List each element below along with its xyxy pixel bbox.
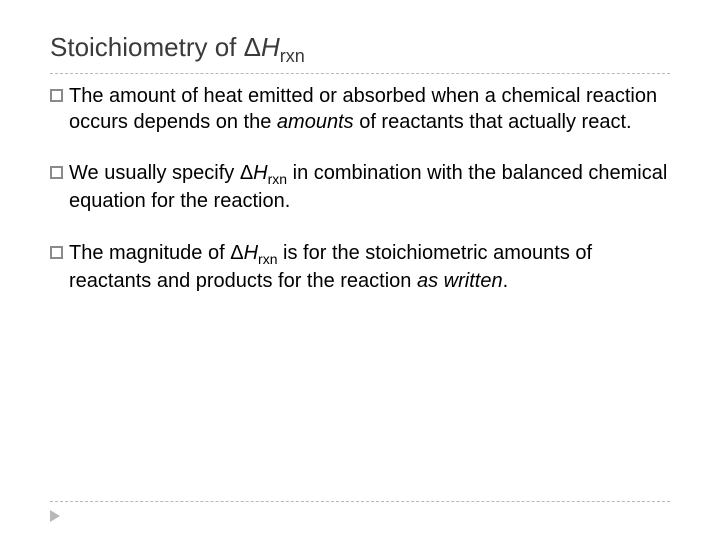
delta-h-rxn: ΔHrxn (240, 162, 287, 184)
delta-h-rxn: ΔHrxn (230, 242, 277, 264)
footer-divider (50, 501, 670, 502)
square-bullet-icon (50, 246, 63, 259)
bullet-item: The magnitude of ΔHrxn is for the stoich… (50, 241, 670, 295)
text-run: as written (417, 270, 503, 292)
bullet-list: The amount of heat emitted or absorbed w… (50, 84, 670, 294)
bullet-text: The amount of heat emitted or absorbed w… (69, 84, 670, 135)
title-H: H (261, 32, 280, 62)
square-bullet-icon (50, 89, 63, 102)
title-divider (50, 73, 670, 74)
text-run: The magnitude of (69, 242, 230, 264)
text-run: . (503, 270, 509, 292)
bullet-item: We usually specify ΔHrxn in combination … (50, 161, 670, 215)
bullet-text: The magnitude of ΔHrxn is for the stoich… (69, 241, 670, 295)
text-run: amounts (277, 111, 354, 133)
text-run: We usually specify (69, 162, 240, 184)
title-sub: rxn (280, 46, 305, 66)
bullet-item: The amount of heat emitted or absorbed w… (50, 84, 670, 135)
slide-title: Stoichiometry of ΔHrxn (50, 32, 670, 67)
text-run: of reactants that actually react. (354, 111, 632, 133)
arrow-icon (50, 510, 60, 522)
title-prefix: Stoichiometry of Δ (50, 32, 261, 62)
square-bullet-icon (50, 166, 63, 179)
bullet-text: We usually specify ΔHrxn in combination … (69, 161, 670, 215)
